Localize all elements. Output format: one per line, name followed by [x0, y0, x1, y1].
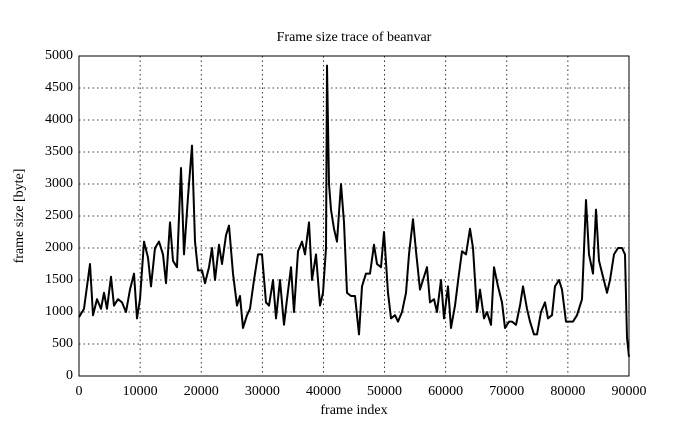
y-tick-label: 5000 [45, 48, 73, 63]
y-tick-label: 500 [52, 336, 73, 351]
y-tick-label: 3500 [45, 144, 73, 159]
x-tick-label: 0 [76, 384, 83, 399]
x-tick-label: 70000 [489, 384, 524, 399]
x-tick-label: 40000 [306, 384, 341, 399]
x-tick-label: 10000 [123, 384, 158, 399]
y-tick-label: 0 [66, 368, 73, 383]
y-axis-label: frame size [byte] [12, 169, 27, 264]
x-axis-label: frame index [320, 403, 387, 418]
x-tick-label: 60000 [428, 384, 463, 399]
y-tick-label: 4500 [45, 80, 73, 95]
x-tick-label: 20000 [184, 384, 219, 399]
plot-frame [78, 55, 630, 377]
chart-title: Frame size trace of beanvar [277, 30, 432, 45]
y-tick-label: 4000 [45, 112, 73, 127]
data-line [78, 64, 630, 357]
y-tick-label: 2500 [45, 208, 73, 223]
y-tick-label: 1500 [45, 272, 73, 287]
x-tick-label: 50000 [367, 384, 402, 399]
y-tick-label: 1000 [45, 304, 73, 319]
y-tick-label: 3000 [45, 176, 73, 191]
x-tick-label: 30000 [245, 384, 280, 399]
y-tick-label: 2000 [45, 240, 73, 255]
x-tick-label: 90000 [612, 384, 647, 399]
x-tick-label: 80000 [550, 384, 585, 399]
